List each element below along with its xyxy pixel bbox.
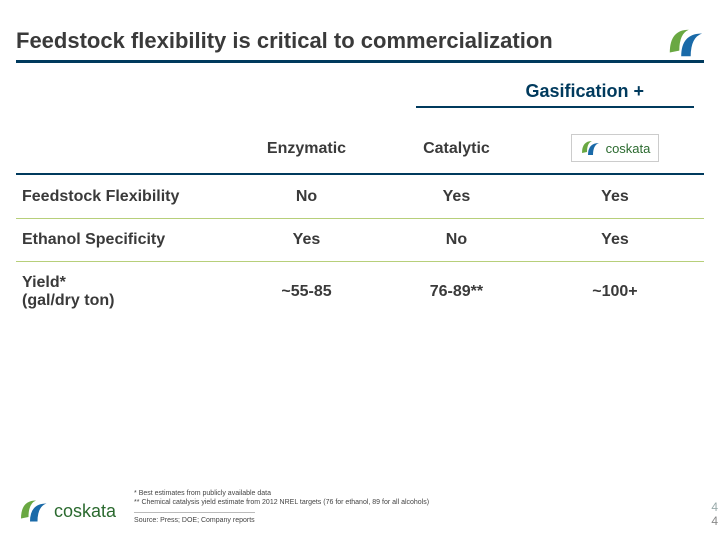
cell: No [387,219,526,262]
row-label: Yield* (gal/dry ton) [16,262,226,323]
gasification-header: Gasification + [16,81,704,102]
col-coskata: coskata [526,122,704,174]
table-row: Feedstock Flexibility No Yes Yes [16,176,704,219]
cell: ~100+ [526,262,704,323]
table-row: Yield* (gal/dry ton) ~55-85 76-89** ~100… [16,262,704,323]
coskata-text: coskata [606,141,651,156]
footnotes: * Best estimates from publicly available… [134,489,429,526]
coskata-logo-footer: coskata [18,496,116,526]
coskata-text: coskata [54,501,116,522]
cell: Yes [526,176,704,219]
page-number: 4 4 [711,500,718,528]
col-blank [16,122,226,174]
cell: Yes [526,219,704,262]
gasification-rule [416,106,694,108]
col-catalytic: Catalytic [387,122,526,174]
coskata-swoosh-icon [580,138,600,158]
row-label: Feedstock Flexibility [16,176,226,219]
footnote-source: Source: Press; DOE; Company reports [134,512,255,526]
col-enzymatic: Enzymatic [226,122,387,174]
cell: Yes [226,219,387,262]
comparison-table: Enzymatic Catalytic coskata F [16,122,704,322]
cell: ~55-85 [226,262,387,323]
cell: Yes [387,176,526,219]
table-row: Ethanol Specificity Yes No Yes [16,219,704,262]
footnote-1: * Best estimates from publicly available… [134,489,429,499]
page-title: Feedstock flexibility is critical to com… [16,28,553,54]
cell: 76-89** [387,262,526,323]
coskata-logo-header: coskata [571,134,660,162]
row-label: Ethanol Specificity [16,219,226,262]
title-underline [16,60,704,63]
logo-swoosh-top [664,24,706,62]
footer: coskata * Best estimates from publicly a… [18,489,702,526]
cell: No [226,176,387,219]
coskata-swoosh-icon [18,496,48,526]
footnote-2: ** Chemical catalysis yield estimate fro… [134,498,429,508]
